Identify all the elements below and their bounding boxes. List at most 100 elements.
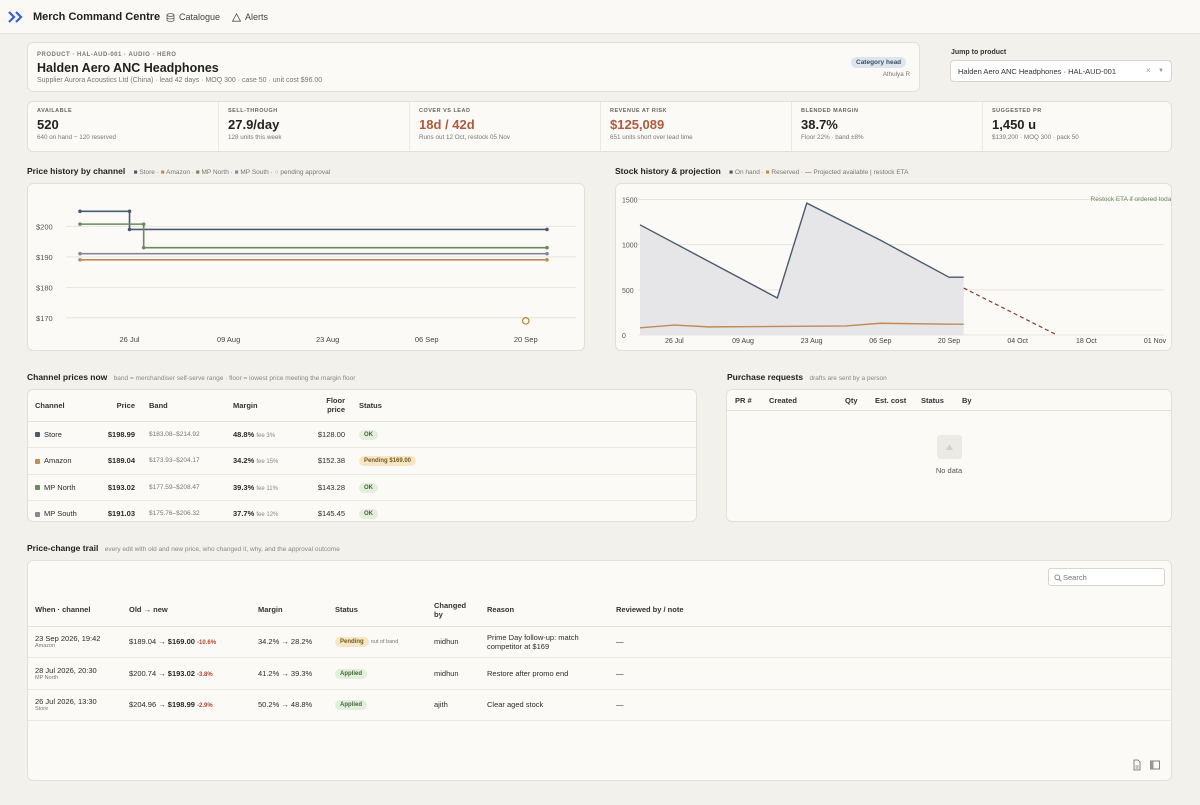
margin-cell: 37.7% fee 12% — [226, 500, 304, 521]
chevron-down-icon[interactable]: ▼ — [1158, 68, 1164, 74]
channel-swatch — [35, 458, 40, 464]
delta: -3.8% — [197, 671, 213, 678]
col-est-cost: Est. cost — [875, 396, 907, 405]
price-cell: $189.04 — [100, 447, 142, 475]
floor-cell: $128.00 — [304, 421, 352, 448]
floor-cell: $143.28 — [304, 474, 352, 501]
channel-row: MP South $191.03 $175.76–$206.32 37.7% fee … — [28, 500, 696, 521]
col-status: Status — [921, 396, 944, 405]
status-badge: Pending — [335, 637, 369, 648]
kpi-suggested-pr: SUGGESTED PR 1,450 u $139,200 · MOQ 300 … — [983, 102, 1171, 151]
old-price: $189.04 — [129, 637, 157, 647]
channel-name: MP North — [44, 482, 76, 492]
trail-row: 23 Sep 2026, 19:42 Amazon $189.04 → $169.0… — [28, 626, 1171, 658]
kpi-sub: 128 units this week — [228, 134, 282, 141]
stock-history-chart: 1500 1000 500 0 26 Jul 09 Aug 23 Aug 06 Sep 20 S… — [622, 196, 1171, 345]
x-tick-label: 20 Sep — [938, 338, 960, 345]
col-when: When · channel — [28, 594, 122, 627]
floor-cell: $145.45 — [304, 500, 352, 521]
product-eyebrow: PRODUCT · HAL-AUD-001 · AUDIO · HERO — [37, 52, 177, 58]
search-box[interactable] — [1048, 568, 1165, 586]
app-logo-icon — [8, 11, 23, 23]
changed-by-cell: ajith — [427, 689, 480, 721]
fee-value: fee 11% — [256, 485, 278, 492]
channel-prices-card: Channel Price Band Margin Floor price St… — [27, 389, 697, 522]
kpi-sub: 651 units short over lead time — [610, 134, 693, 141]
col-margin: Margin — [251, 594, 328, 627]
kpi-strip: AVAILABLE 520 640 on hand − 120 reserved… — [27, 101, 1172, 152]
stock-chart-title: Stock history & projection — [615, 166, 721, 176]
band-cell: $183.08–$214.92 — [142, 421, 226, 448]
y-tick-label: 1000 — [622, 243, 638, 250]
nav-catalogue[interactable]: Catalogue — [166, 12, 220, 22]
empty-box-icon — [937, 435, 962, 459]
status-cell: Applied — [328, 657, 427, 690]
kpi-value: 38.7% — [801, 117, 838, 132]
channel-cell: Amazon — [28, 447, 100, 475]
projected-available-line — [963, 287, 1058, 336]
margin-cell: 48.8% fee 3% — [226, 421, 304, 448]
panel-toggle-icon[interactable] — [1148, 758, 1162, 772]
kpi-label: SUGGESTED PR — [992, 108, 1042, 114]
old-new-cell: $204.96 → $198.99 -2.9% — [122, 689, 251, 721]
x-tick-label: 18 Oct — [1076, 338, 1097, 345]
band-cell: $173.93–$204.17 — [142, 447, 226, 475]
price-cell: $198.99 — [100, 421, 142, 448]
trail-table: When · channel Old → new Margin Status C… — [28, 594, 1171, 721]
price-point — [141, 222, 146, 226]
clear-icon[interactable]: × — [1146, 66, 1151, 75]
nav-alerts-label: Alerts — [245, 12, 269, 22]
fee-value: fee 15% — [256, 459, 279, 466]
empty-state-text: No data — [935, 466, 963, 475]
status-badge: OK — [359, 482, 378, 493]
delta: -2.9% — [197, 703, 213, 710]
status-note: out of band — [370, 639, 399, 646]
band-cell: $177.59–$208.47 — [142, 474, 226, 501]
price-series-line — [80, 223, 547, 249]
kpi-sub: $139,200 · MOQ 300 · pack 50 — [992, 134, 1079, 141]
product-select[interactable]: Halden Aero ANC Headphones · HAL-AUD-001… — [950, 60, 1172, 82]
when-channel: MP North — [35, 674, 59, 681]
when-cell: 23 Sep 2026, 19:42 Amazon — [28, 626, 122, 658]
col-qty: Qty — [845, 396, 858, 405]
when-cell: 26 Jul 2026, 13:30 Store — [28, 689, 122, 721]
margin-value: 48.8% — [233, 429, 255, 439]
y-tick-label: $170 — [36, 314, 53, 323]
price-point — [141, 245, 146, 250]
new-price: $193.02 — [167, 668, 195, 678]
product-meta: Supplier Aurora Acoustics Ltd (China) · … — [37, 77, 323, 84]
nav-alerts[interactable]: Alerts — [232, 12, 268, 22]
kpi-value: 18d / 42d — [419, 117, 475, 132]
channel-swatch — [35, 485, 40, 491]
when-channel: Amazon — [35, 643, 56, 650]
old-price: $204.96 — [129, 700, 157, 710]
old-price: $200.74 — [129, 668, 157, 678]
x-tick-label: 04 Oct — [1007, 338, 1028, 345]
kpi-sub: Floor 22% · band ±8% — [801, 134, 864, 141]
pr-header-row: PR # Created Qty Est. cost Status By — [727, 390, 1171, 411]
col-floor: Floor price — [304, 390, 352, 422]
status-cell: OK — [352, 421, 696, 448]
kpi-value: 520 — [37, 117, 59, 132]
y-tick-label: $200 — [36, 222, 53, 231]
x-tick-label: 06 Sep — [415, 335, 439, 344]
changed-by-cell: midhun — [427, 626, 480, 658]
x-tick-label: 06 Sep — [869, 338, 891, 345]
reason-cell: Prime Day follow-up: match competitor at… — [480, 626, 609, 658]
fee-value: fee 3% — [256, 432, 276, 439]
stock-chart-heading: Stock history & projection ■ On hand · ■… — [615, 166, 908, 176]
price-chart-legend: ■ Store · ■ Amazon · ■ MP North · ■ MP S… — [133, 169, 331, 176]
stock-chart-card: 1500 1000 500 0 26 Jul 09 Aug 23 Aug 06 Sep 20 S… — [615, 183, 1172, 351]
kpi-cover-vs-lead: COVER VS LEAD 18d / 42d Runs out 12 Oct,… — [410, 102, 601, 151]
export-icon[interactable] — [1130, 758, 1144, 772]
margin-value: 39.3% — [233, 482, 255, 492]
kpi-value: $125,089 — [610, 117, 665, 132]
search-input[interactable] — [1063, 571, 1161, 583]
margin-change-cell: 50.2% → 48.8% — [251, 689, 328, 721]
on-hand-area — [640, 203, 964, 335]
when-cell: 28 Jul 2026, 20:30 MP North — [28, 657, 122, 690]
margin-change-cell: 41.2% → 39.3% — [251, 657, 328, 690]
col-by: By — [962, 396, 972, 405]
channel-name: Store — [44, 429, 62, 439]
status-cell: Pending $169.00 — [352, 447, 696, 475]
